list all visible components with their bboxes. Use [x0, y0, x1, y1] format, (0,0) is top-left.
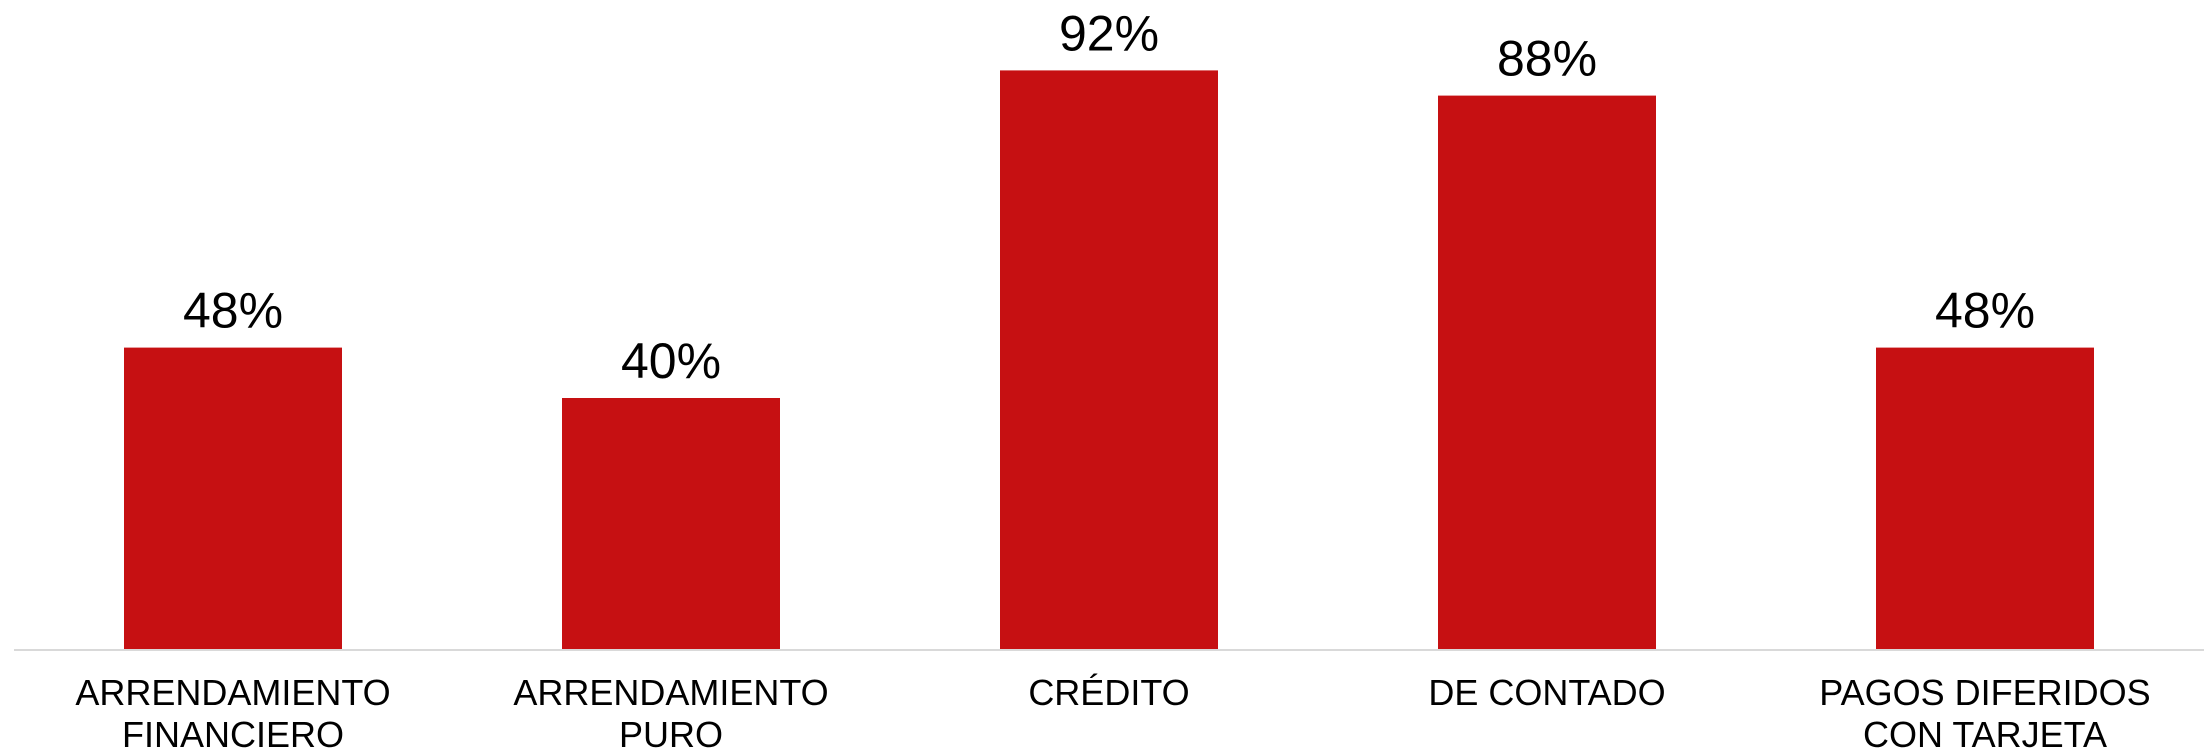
x-tick-label: ARRENDAMIENTO PURO [513, 672, 829, 754]
value-label: 48% [183, 283, 283, 339]
x-tick-label: DE CONTADO [1428, 672, 1666, 713]
value-label: 40% [621, 333, 721, 389]
bar [1000, 70, 1218, 650]
bar [124, 347, 342, 650]
x-tick-label: PAGOS DIFERIDOS CON TARJETA [1819, 672, 2151, 754]
value-label: 92% [1059, 5, 1159, 61]
bar [562, 398, 780, 650]
value-label: 88% [1497, 31, 1597, 87]
bar [1438, 95, 1656, 651]
bar [1876, 347, 2094, 650]
x-tick-label: CRÉDITO [1028, 672, 1190, 713]
x-tick-label: ARRENDAMIENTO FINANCIERO [75, 672, 391, 754]
value-label: 48% [1935, 283, 2035, 339]
